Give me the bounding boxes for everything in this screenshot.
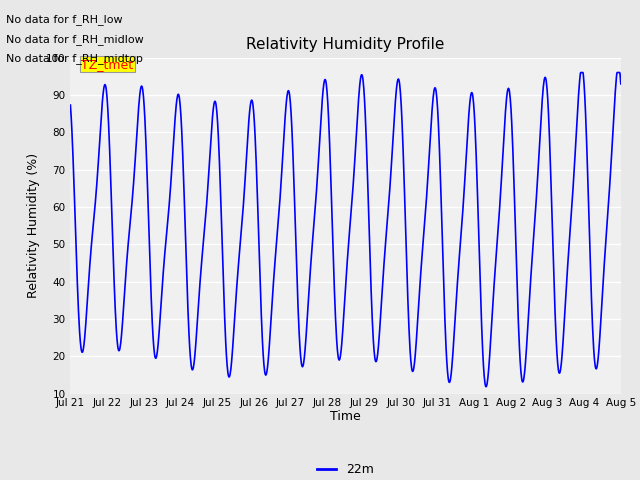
Text: No data for f_RH_midlow: No data for f_RH_midlow bbox=[6, 34, 144, 45]
Text: TZ_tmet: TZ_tmet bbox=[81, 58, 134, 71]
Title: Relativity Humidity Profile: Relativity Humidity Profile bbox=[246, 37, 445, 52]
Y-axis label: Relativity Humidity (%): Relativity Humidity (%) bbox=[28, 153, 40, 298]
Legend: 22m: 22m bbox=[312, 458, 379, 480]
Text: No data for f_RH_low: No data for f_RH_low bbox=[6, 14, 123, 25]
X-axis label: Time: Time bbox=[330, 410, 361, 423]
Text: No data for f_RH_midtop: No data for f_RH_midtop bbox=[6, 53, 143, 64]
